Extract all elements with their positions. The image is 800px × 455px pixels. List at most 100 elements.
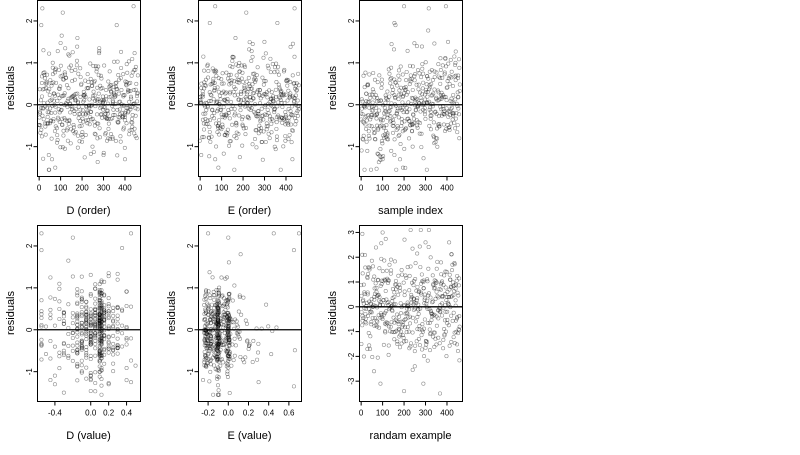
data-point <box>428 309 433 314</box>
data-point <box>40 87 45 92</box>
data-point <box>369 301 374 306</box>
data-point <box>375 277 380 282</box>
data-point <box>55 98 60 103</box>
data-point <box>397 77 402 82</box>
data-point <box>206 346 211 351</box>
data-point <box>102 308 107 313</box>
data-point <box>393 282 398 287</box>
data-point <box>239 92 244 97</box>
data-point <box>280 93 285 98</box>
data-point <box>227 82 232 87</box>
data-point <box>210 275 215 280</box>
data-point <box>217 285 222 290</box>
data-point <box>51 117 56 122</box>
data-point <box>215 345 220 350</box>
plot-frame <box>198 225 302 402</box>
data-point <box>288 44 293 49</box>
data-point <box>40 113 45 118</box>
data-point <box>364 99 369 104</box>
data-point <box>226 340 231 345</box>
data-point <box>111 84 116 89</box>
data-point <box>242 65 247 70</box>
data-point <box>454 111 459 116</box>
data-point <box>443 291 448 296</box>
data-point <box>129 358 134 363</box>
data-point <box>398 285 403 290</box>
data-point <box>79 314 84 319</box>
data-point <box>217 339 222 344</box>
data-point <box>206 306 211 311</box>
data-point <box>225 318 230 323</box>
x-tick-label: 0.6 <box>283 409 295 418</box>
data-point <box>403 316 408 321</box>
data-point <box>209 93 214 98</box>
data-point <box>220 71 225 76</box>
data-point <box>93 132 98 137</box>
data-point <box>64 83 69 88</box>
data-point <box>372 294 377 299</box>
data-point <box>122 157 127 162</box>
data-point <box>399 124 404 129</box>
data-point <box>106 350 111 355</box>
data-point <box>268 70 273 75</box>
data-point <box>83 132 88 137</box>
data-point <box>97 374 102 379</box>
data-point <box>201 54 206 59</box>
data-point <box>209 302 214 307</box>
data-point <box>414 339 419 344</box>
x-tick-label: 0.2 <box>103 409 115 418</box>
data-point <box>262 112 267 117</box>
data-point <box>41 106 46 111</box>
data-point <box>208 337 213 342</box>
data-point <box>440 313 445 318</box>
data-point <box>372 286 377 291</box>
data-point <box>397 92 402 97</box>
data-point <box>215 325 220 330</box>
data-point <box>211 68 216 73</box>
data-point <box>383 288 388 293</box>
data-point <box>360 231 365 236</box>
data-point <box>215 309 220 314</box>
data-point <box>216 340 221 345</box>
data-point <box>226 73 231 78</box>
data-point <box>363 312 368 317</box>
data-point <box>48 339 53 344</box>
data-point <box>452 120 457 125</box>
data-point <box>423 338 428 343</box>
data-point <box>93 313 98 318</box>
data-point <box>97 316 102 321</box>
data-point <box>390 308 395 313</box>
data-point <box>79 346 84 351</box>
data-point <box>212 81 217 86</box>
data-point <box>404 339 409 344</box>
data-point <box>456 106 461 111</box>
data-point <box>226 324 231 329</box>
data-point <box>286 106 291 111</box>
data-point <box>221 303 226 308</box>
data-point <box>427 307 432 312</box>
data-point <box>84 312 89 317</box>
data-point <box>216 322 221 327</box>
data-point <box>269 352 274 357</box>
data-point <box>374 112 379 117</box>
data-point <box>42 70 47 75</box>
data-point <box>378 158 383 163</box>
data-point <box>392 337 397 342</box>
data-point <box>393 287 398 292</box>
data-point <box>210 66 215 71</box>
data-point <box>84 348 89 353</box>
data-point <box>286 122 291 127</box>
data-point <box>208 318 213 323</box>
data-point <box>413 107 418 112</box>
data-point <box>130 112 135 117</box>
data-point <box>262 92 267 97</box>
data-point <box>406 329 411 334</box>
data-point <box>225 369 230 374</box>
data-point <box>385 131 390 136</box>
data-point <box>202 80 207 85</box>
data-point <box>75 145 80 150</box>
data-point <box>71 94 76 99</box>
data-point <box>111 325 116 330</box>
data-point <box>430 312 435 317</box>
